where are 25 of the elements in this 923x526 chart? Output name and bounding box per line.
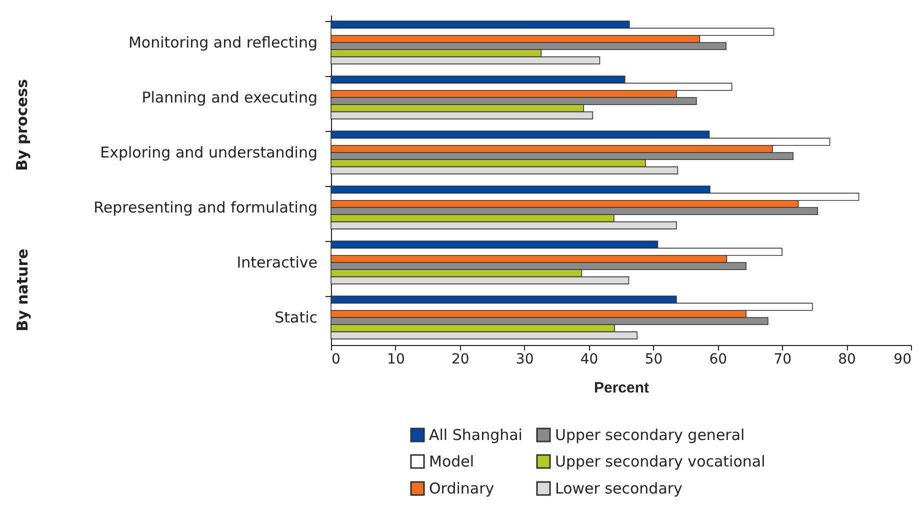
x-tick-label: 70: [774, 352, 792, 368]
legend-label: All Shanghai: [429, 426, 522, 444]
legend-label: Model: [429, 452, 474, 470]
y-tick-label: Planning and executing: [142, 88, 318, 106]
legend-label: Lower secondary: [555, 480, 683, 498]
text: By process: [12, 79, 31, 171]
x-tick-label: 30: [516, 352, 534, 368]
x-tick-label: 60: [709, 352, 728, 368]
x-axis-title: Percent: [594, 380, 650, 396]
legend-label: Upper secondary general: [555, 426, 745, 444]
y-tick-label: Static: [274, 308, 318, 326]
x-tick-label: 40: [580, 352, 598, 368]
legend-label: Upper secondary vocational: [555, 452, 766, 470]
x-tick-label: 80: [838, 352, 856, 368]
x-tick-label: 20: [451, 352, 470, 368]
legend-label: Ordinary: [429, 480, 494, 498]
y-tick-label: Representing and formulating: [94, 198, 318, 216]
x-tick-label: 90: [894, 352, 912, 368]
x-tick-label: 10: [387, 352, 405, 368]
x-tick-label: 0: [332, 352, 340, 368]
y-tick-label: Interactive: [236, 254, 318, 272]
text: By nature: [12, 248, 31, 332]
x-tick-label: 50: [644, 352, 663, 368]
y-tick-label: Exploring and understanding: [100, 144, 318, 162]
y-tick-label: Monitoring and reflecting: [128, 34, 318, 52]
